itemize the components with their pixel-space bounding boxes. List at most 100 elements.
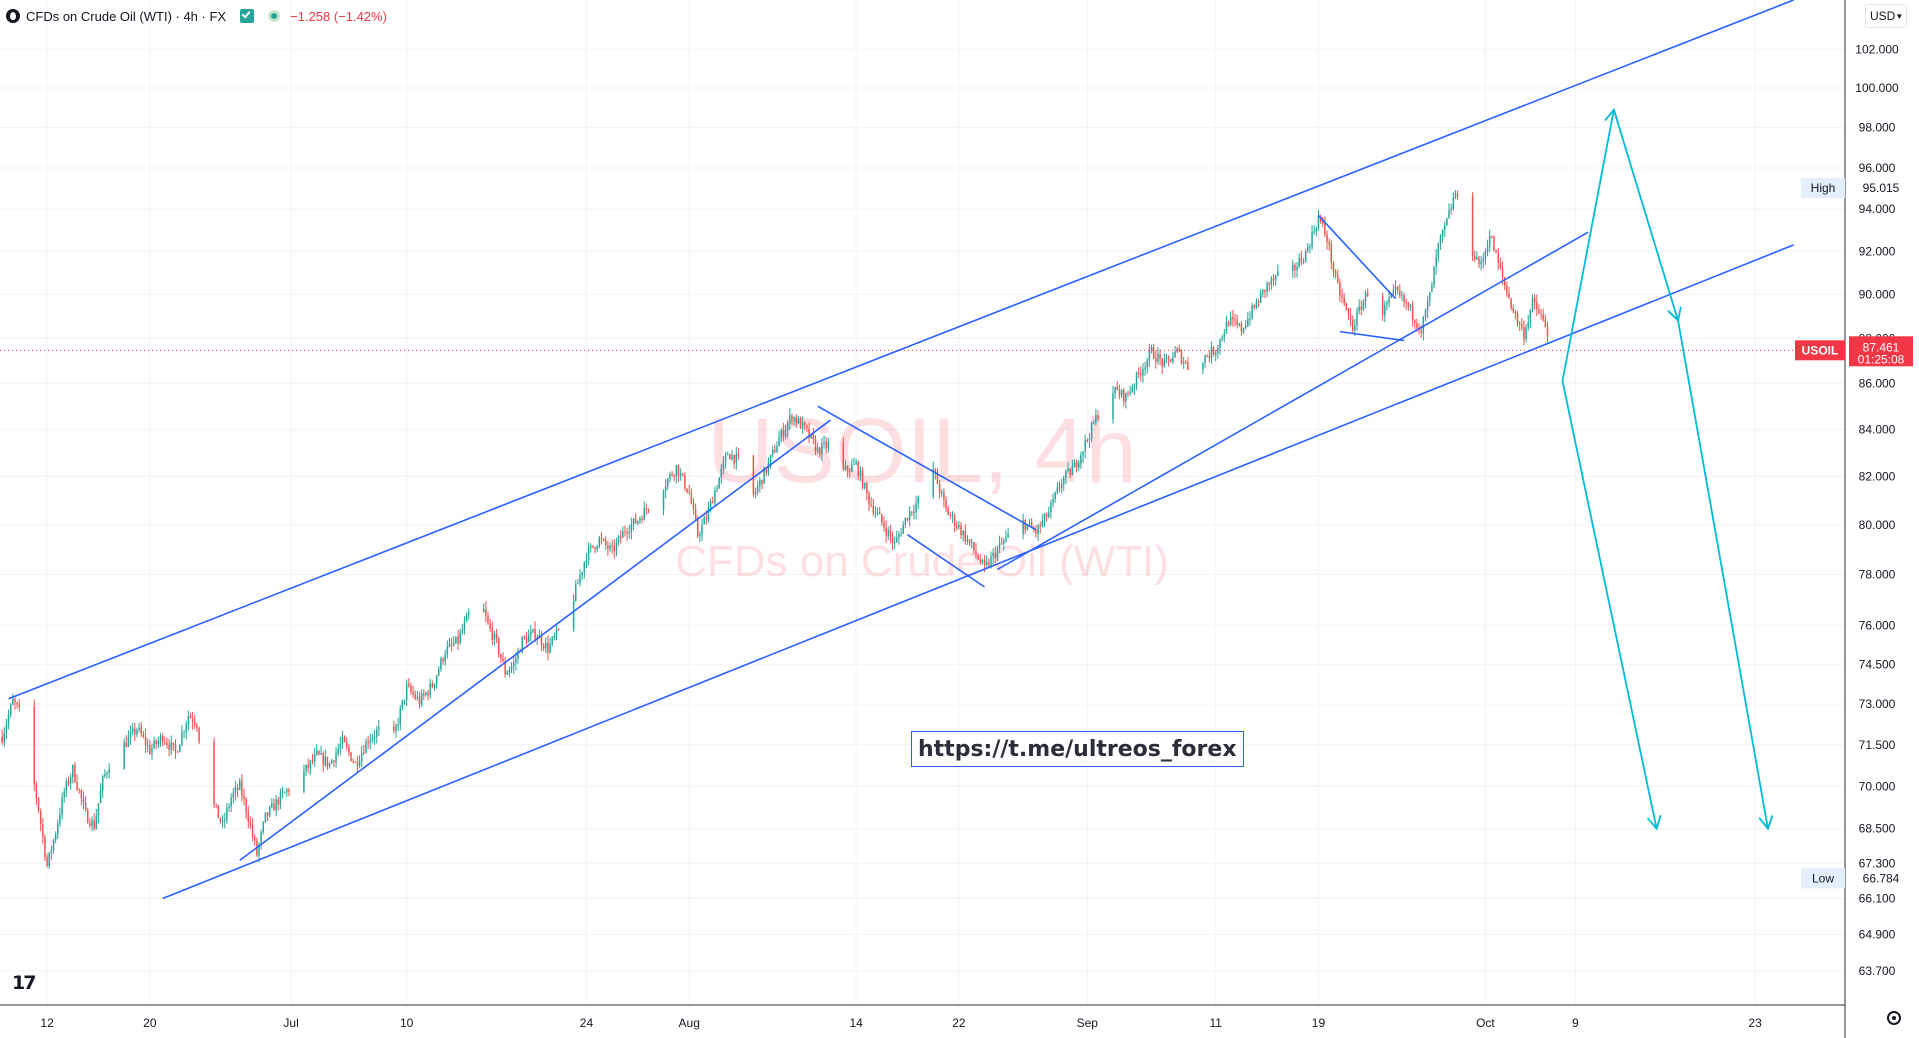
candle-body bbox=[1473, 255, 1476, 260]
trend-lines[interactable] bbox=[8, 0, 1794, 900]
candle-body bbox=[1356, 311, 1358, 326]
candle-body bbox=[825, 442, 827, 448]
candle-body bbox=[161, 735, 164, 743]
candle-body bbox=[286, 789, 288, 793]
candle-body bbox=[343, 736, 346, 743]
candle-body bbox=[1214, 352, 1217, 355]
candle-body bbox=[1405, 302, 1407, 304]
candle-body bbox=[1424, 310, 1427, 318]
currency-selector[interactable]: USD ▼ bbox=[1865, 4, 1907, 28]
candle-body bbox=[1150, 347, 1153, 351]
candle-body bbox=[258, 844, 260, 856]
candle-body bbox=[1264, 289, 1266, 292]
market-status-icon[interactable] bbox=[268, 10, 281, 22]
x-tick-label: 22 bbox=[952, 1016, 966, 1030]
checkmark-flag-icon[interactable] bbox=[240, 9, 255, 23]
candle-body bbox=[592, 545, 594, 548]
candle-body bbox=[1414, 319, 1416, 323]
candle-body bbox=[35, 783, 38, 799]
candle-body bbox=[1234, 319, 1236, 321]
candle-body bbox=[617, 536, 620, 543]
symbol-title[interactable]: CFDs on Crude Oil (WTI) · 4h · FX bbox=[26, 8, 227, 24]
candle-body bbox=[697, 519, 699, 537]
candle-body bbox=[1067, 468, 1069, 472]
candle-body bbox=[679, 473, 682, 477]
candle-body bbox=[429, 683, 431, 696]
candle-body bbox=[891, 536, 894, 543]
candle-body bbox=[936, 471, 939, 484]
candle-body bbox=[1225, 321, 1228, 334]
y-tick-label: 96.000 bbox=[1859, 161, 1896, 175]
candle-body bbox=[893, 542, 896, 544]
candle-body bbox=[283, 792, 286, 794]
extreme-value-badge bbox=[1849, 178, 1913, 199]
candle-body bbox=[1330, 244, 1333, 263]
candle-body bbox=[318, 750, 320, 755]
candle-body bbox=[309, 760, 312, 768]
y-tick-label: 64.900 bbox=[1859, 927, 1896, 941]
tradingview-logo-icon[interactable]: 17 bbox=[12, 972, 36, 994]
candle-body bbox=[61, 797, 63, 815]
candle-body bbox=[1274, 275, 1277, 281]
y-tick-label: 92.000 bbox=[1859, 244, 1896, 258]
telegram-link[interactable]: https://t.me/ultreos_forex bbox=[911, 731, 1244, 767]
candle-body bbox=[157, 740, 160, 745]
candle-body bbox=[1144, 367, 1146, 370]
candle-body bbox=[962, 530, 964, 536]
candle-body bbox=[268, 806, 271, 816]
candle-body bbox=[943, 492, 945, 500]
candle-body bbox=[455, 636, 457, 644]
candle-body bbox=[352, 761, 354, 763]
candle-body bbox=[1028, 522, 1031, 525]
candle-body bbox=[1249, 318, 1251, 320]
candle-body bbox=[675, 465, 678, 476]
candle-body bbox=[1411, 305, 1414, 320]
candle-body bbox=[915, 503, 917, 512]
candle-body bbox=[596, 546, 598, 550]
candle-body bbox=[1396, 286, 1399, 291]
candle-body bbox=[337, 749, 339, 754]
candle-body bbox=[414, 694, 416, 699]
candle-body bbox=[900, 533, 902, 535]
candle-body bbox=[172, 742, 175, 745]
candle-body bbox=[176, 751, 179, 753]
candle-body bbox=[485, 608, 487, 616]
candle-body bbox=[497, 638, 500, 655]
candle-body bbox=[495, 633, 498, 639]
candle-body bbox=[134, 728, 136, 735]
candle-body bbox=[331, 760, 333, 764]
candle-body bbox=[1349, 314, 1352, 321]
candle-body bbox=[84, 802, 87, 810]
candle-body bbox=[1268, 283, 1270, 285]
candle-body bbox=[467, 612, 470, 615]
candle-body bbox=[1133, 385, 1136, 388]
candle-body bbox=[1084, 439, 1086, 452]
candle-body bbox=[1426, 301, 1429, 311]
candle-body bbox=[74, 765, 76, 782]
candle-body bbox=[1142, 369, 1144, 376]
gear-icon[interactable] bbox=[1887, 1011, 1901, 1025]
candle-body bbox=[1045, 513, 1048, 518]
candle-body bbox=[1157, 354, 1159, 362]
candle-body bbox=[587, 547, 590, 561]
candle-body bbox=[1172, 357, 1174, 362]
candle-body bbox=[358, 761, 361, 766]
candle-body bbox=[572, 600, 575, 630]
candle-body bbox=[724, 455, 727, 462]
candle-body bbox=[1296, 266, 1298, 270]
projection-arrows[interactable] bbox=[1561, 107, 1774, 831]
candle-body bbox=[185, 724, 187, 732]
candle-body bbox=[1416, 322, 1418, 328]
candle-body bbox=[101, 775, 104, 791]
candle-body bbox=[1360, 306, 1363, 310]
candle-body bbox=[756, 485, 759, 492]
candle-body bbox=[170, 742, 172, 750]
candle-body bbox=[59, 814, 61, 824]
candle-body bbox=[866, 483, 868, 493]
candle-body bbox=[399, 708, 402, 725]
candle-body bbox=[1506, 285, 1508, 294]
candle-body bbox=[219, 818, 222, 822]
candle-body bbox=[279, 792, 282, 805]
candle-body bbox=[913, 511, 915, 513]
